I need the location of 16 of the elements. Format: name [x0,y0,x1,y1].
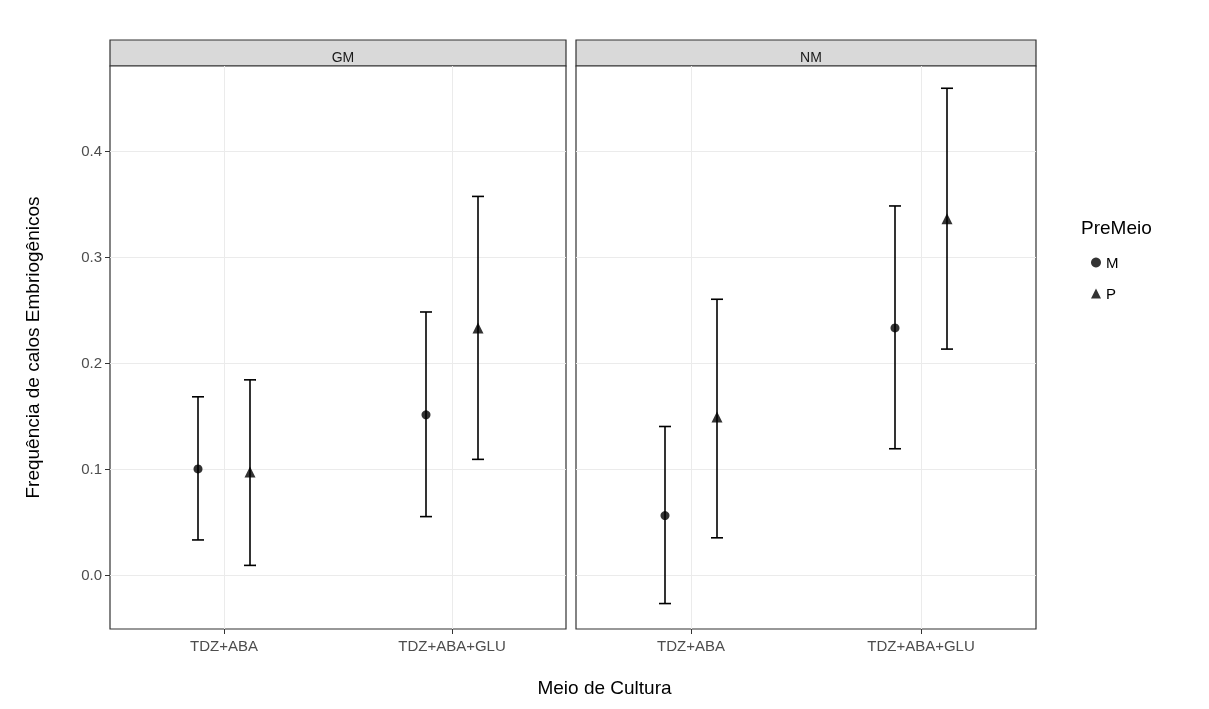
y-tick-label: 0.4 [81,142,102,160]
x-tick-label: TDZ+ABA+GLU [867,637,975,654]
y-axis-title: Frequência de calos Embriogênicos [22,196,43,499]
x-axis-title: Meio de Cultura [536,677,673,699]
y-tick-label: 0.1 [81,460,102,478]
x-tick-label: TDZ+ABA [657,637,725,654]
legend-title: PreMeio [1081,217,1152,238]
y-tick-label: 0.3 [81,248,102,266]
y-tick-label: 0.0 [81,566,102,584]
x-tick-label: TDZ+ABA [190,637,258,654]
legend-label: M [1106,254,1119,271]
chart-title: GM [331,49,355,65]
x-tick-label: TDZ+ABA+GLU [398,637,506,654]
y-tick-label: 0.2 [81,354,102,372]
legend-label: P [1106,285,1117,302]
chart-title: NM [800,49,822,65]
